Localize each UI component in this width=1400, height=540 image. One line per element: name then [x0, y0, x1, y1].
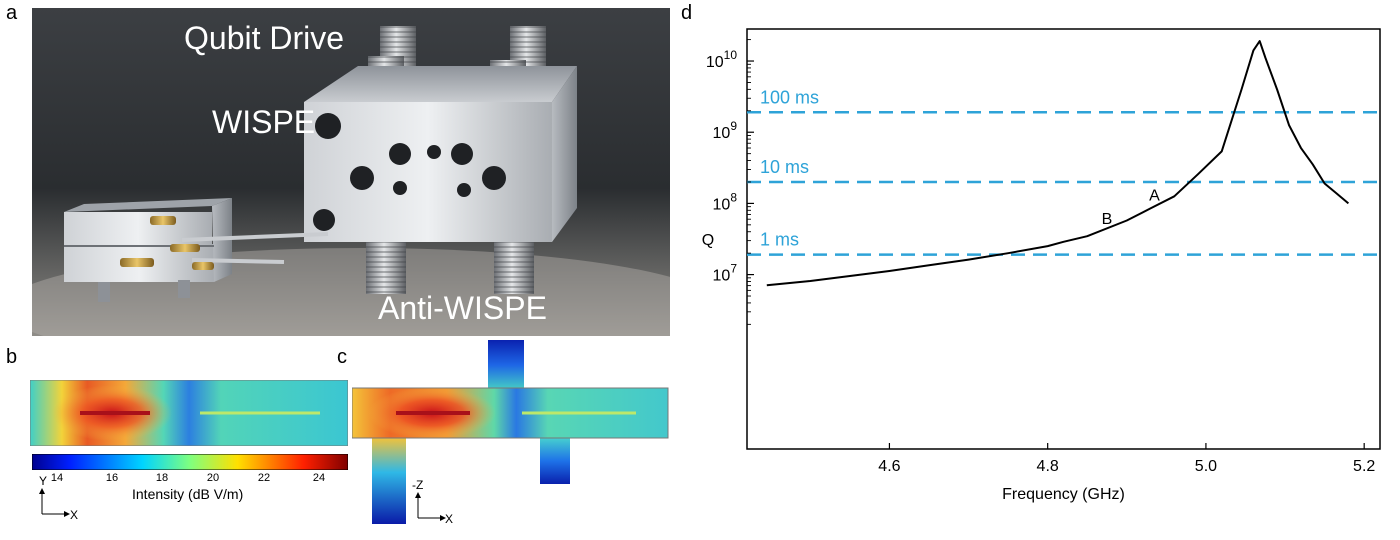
- field-map-c: [352, 340, 669, 524]
- y-tick-label: 109: [713, 119, 738, 142]
- lifetime-label: 100 ms: [760, 87, 819, 107]
- axis-x-label-c: X: [445, 512, 454, 526]
- colorbar: [32, 454, 348, 470]
- plot-frame: [746, 28, 1381, 450]
- qubit-drive-label: Qubit Drive: [184, 20, 345, 56]
- colorbar-tick: 22: [257, 472, 271, 484]
- anti-wispe-label: Anti-WISPE: [378, 290, 547, 326]
- x-tick-label: 5.0: [1195, 458, 1217, 475]
- x-tick-label: 5.2: [1353, 458, 1375, 475]
- axis-x-label-b: X: [70, 508, 79, 522]
- panel-label-b: b: [6, 346, 18, 368]
- y-tick-label: 107: [713, 262, 738, 285]
- colorbar-tick: 24: [312, 472, 326, 484]
- axis-z-label-c: -Z: [412, 478, 424, 492]
- field-map-b: [30, 380, 348, 446]
- wispe-label: WISPE: [212, 104, 316, 140]
- x-tick-label: 4.8: [1037, 458, 1059, 475]
- colorbar-tick: 14: [50, 472, 64, 484]
- x-tick-label: 4.6: [878, 458, 900, 475]
- y-tick-label: 108: [713, 190, 738, 213]
- axes-indicator-b: [39, 488, 70, 517]
- device-photo-image: [32, 8, 670, 336]
- axis-y-label-b: Y: [39, 474, 48, 488]
- panel-label-a: a: [6, 2, 18, 24]
- colorbar-tick: 16: [105, 472, 119, 484]
- q-curve: [766, 40, 1350, 287]
- colorbar-tick: 18: [155, 472, 169, 484]
- axes-indicator-c: [415, 492, 446, 521]
- x-axis-label: Frequency (GHz): [1002, 486, 1125, 503]
- q-factor-chart: 100 ms 10 ms 1 ms 4.6 4.8 5.0 5.2 107 108 109 1010…: [702, 28, 1381, 503]
- y-tick-label: 1010: [706, 48, 737, 71]
- lifetime-label: 10 ms: [760, 157, 809, 177]
- colorbar-label: Intensity (dB V/m): [132, 486, 244, 502]
- colorbar-tick: 20: [206, 472, 220, 484]
- panel-label-d: d: [681, 2, 693, 24]
- y-axis-label: Q: [702, 232, 714, 249]
- device-photo: Qubit Drive WISPE Anti-WISPE: [32, 8, 670, 336]
- curve-annotation: B: [1102, 211, 1113, 228]
- lifetime-label: 1 ms: [760, 230, 799, 250]
- panel-label-c: c: [337, 346, 347, 368]
- curve-annotation: A: [1149, 188, 1160, 205]
